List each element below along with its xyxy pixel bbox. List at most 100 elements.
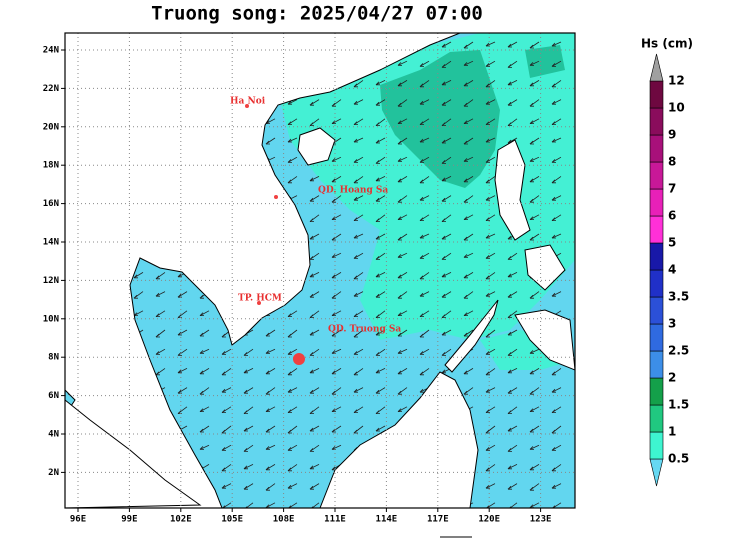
arrow-head (397, 390, 402, 395)
colorbar-below (649, 458, 664, 487)
arrow-head (287, 100, 292, 105)
arrow (529, 348, 540, 354)
arrow-head (551, 484, 556, 489)
arrow (529, 156, 540, 162)
arrow-head (485, 447, 490, 451)
arrow (419, 195, 430, 201)
arrow-head (177, 331, 182, 336)
arrow-head (485, 159, 490, 163)
arrow (529, 464, 540, 471)
lat-label: 10N (43, 314, 59, 324)
arrow-head (177, 410, 182, 414)
arrow-head (419, 234, 424, 239)
colorbar-label: 10 (668, 101, 685, 115)
arrow-head (309, 197, 314, 202)
arrow-head (529, 62, 534, 66)
arrow (529, 176, 540, 183)
arrow-head (243, 410, 248, 414)
palawan (444, 299, 499, 373)
arrow-head (375, 197, 380, 202)
arrow-head (419, 100, 424, 105)
lat-label: 14N (43, 238, 59, 248)
arrow (551, 156, 562, 163)
arrow-head (265, 486, 270, 491)
arrow (265, 502, 276, 508)
colorbar-above (649, 53, 664, 82)
arrow-head (375, 122, 380, 126)
arrow-head (287, 138, 292, 143)
arrow (529, 502, 540, 508)
arrow (509, 502, 518, 508)
arrow (529, 214, 540, 220)
map-axes: 96E 99E 102E 105E 108E 111E 114E 117E 120E 123E 24… (43, 46, 552, 525)
arrow-head (287, 429, 292, 434)
arrow-head (529, 198, 534, 203)
place-label: QD. Truong Sa (328, 325, 401, 335)
arrow (199, 310, 210, 316)
arrow (221, 444, 232, 451)
arrow (463, 176, 474, 183)
arrow-head (331, 102, 336, 107)
arrow (287, 348, 298, 355)
graticule (65, 33, 575, 508)
arrow (507, 99, 518, 106)
arrow (331, 156, 342, 162)
arrow-head (463, 274, 468, 279)
hainan (297, 127, 336, 166)
arrow-head (243, 369, 248, 374)
arrow (485, 483, 496, 489)
arrow-head (287, 121, 292, 125)
arrow (375, 137, 386, 144)
arrow-head (529, 428, 534, 433)
arrow (177, 368, 188, 374)
arrow-head (221, 388, 226, 393)
lat-label: 22N (43, 84, 59, 94)
arrow-head (221, 467, 226, 472)
arrow-head (441, 218, 446, 222)
colorbar-label: 1 (668, 425, 676, 439)
arrow (331, 176, 342, 183)
arrow-head (375, 218, 380, 222)
borneo (319, 371, 479, 508)
colorbar-label: 4 (668, 263, 676, 277)
colorbar-label: 3.5 (668, 290, 689, 304)
place-label: QD. Hoang Sa (318, 186, 388, 196)
arrow-head (397, 274, 402, 279)
arrow-head (375, 160, 380, 164)
arrow-head (265, 140, 270, 145)
arrow-head (287, 447, 292, 451)
arrow (375, 99, 386, 106)
arrow (397, 214, 408, 220)
arrow (551, 99, 562, 105)
arrow-head (288, 505, 292, 508)
arrow-head (507, 101, 512, 106)
arrow-head (419, 333, 424, 338)
arrow (243, 387, 254, 394)
arrow (463, 252, 474, 258)
arrow-head (397, 332, 402, 337)
arrow-head (177, 314, 182, 318)
arrow-head (507, 64, 512, 68)
colorbar-label: 5 (668, 236, 676, 250)
arrow-head (529, 216, 534, 220)
arrow-head (397, 254, 402, 258)
arrow-head (397, 158, 402, 162)
arrow (507, 368, 518, 374)
arrow (529, 118, 540, 124)
wave-region-high (525, 45, 565, 78)
colorbar-bin (649, 350, 664, 379)
arrow-head (199, 312, 204, 316)
arrow-head (507, 410, 512, 414)
arrow-head (287, 313, 292, 317)
arrow-head (265, 446, 270, 450)
arrow-head (551, 196, 556, 201)
arrow (287, 387, 298, 393)
arrow-head (529, 390, 534, 395)
arrow (177, 291, 188, 298)
arrow-head (309, 331, 314, 336)
arrow-head (441, 160, 446, 164)
arrow (551, 233, 562, 239)
arrow (375, 176, 386, 182)
arrow-head (463, 332, 468, 337)
lat-label: 18N (43, 161, 59, 171)
